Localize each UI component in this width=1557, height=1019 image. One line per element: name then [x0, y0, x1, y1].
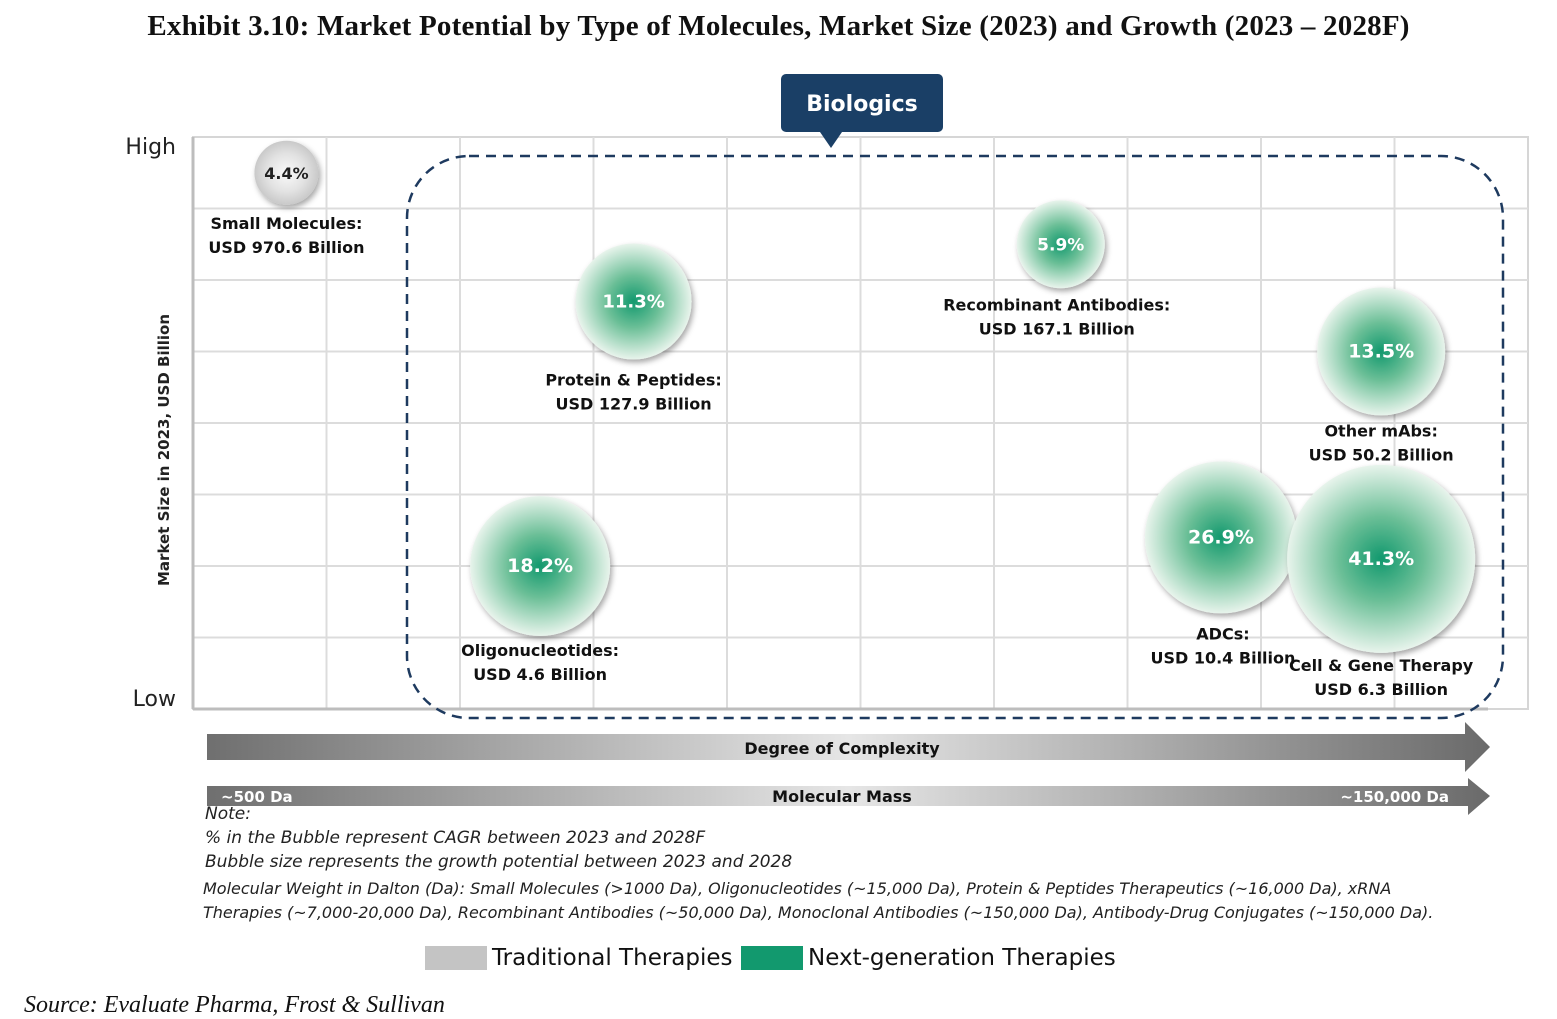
molecular-mass-end-label: ~150,000 Da — [1340, 788, 1449, 806]
complexity-arrow-shape — [207, 722, 1490, 772]
chart-title: Exhibit 3.10: Market Potential by Type o… — [147, 10, 1410, 42]
bubble — [575, 243, 692, 360]
legend-traditional: Traditional Therapies — [425, 945, 733, 971]
y-axis-title: Market Size in 2023, USD Billion — [155, 314, 173, 586]
note-heading: Note: — [205, 804, 251, 824]
bubble-group: 41.3% Cell & Gene Therapy USD 6.3 Billion — [1287, 464, 1476, 699]
note-line-4: Therapies (~7,000-20,000 Da), Recombinan… — [203, 903, 1434, 922]
bubble-cagr-label: 26.9% — [1188, 526, 1254, 548]
bubble-group: 11.3% Protein & Peptides: USD 127.9 Billio… — [545, 243, 722, 413]
bubble — [1287, 464, 1476, 653]
bubble-value-label: USD 970.6 Billion — [208, 238, 364, 257]
legend-next-generation-label: Next-generation Therapies — [808, 945, 1116, 971]
molecular-mass-label: Molecular Mass — [772, 787, 912, 806]
bubble-name-label: Small Molecules: — [210, 214, 362, 233]
bubble-value-label: USD 6.3 Billion — [1314, 680, 1448, 699]
biologics-group-outline — [405, 154, 1505, 720]
note-line-1: % in the Bubble represent CAGR between 2… — [205, 828, 706, 848]
bubble-cagr-label: 18.2% — [507, 555, 573, 577]
note-line-3: Molecular Weight in Dalton (Da): Small M… — [203, 879, 1392, 898]
complexity-arrow-label: Degree of Complexity — [744, 739, 940, 758]
bubble-cagr-label: 11.3% — [602, 291, 664, 312]
bubble-group: 26.9% ADCs: USD 10.4 Billion — [1144, 461, 1297, 667]
source-note: Source: Evaluate Pharma, Frost & Sulliva… — [24, 992, 445, 1018]
legend-next-generation-swatch — [741, 946, 803, 970]
bubble-cagr-label: 13.5% — [1348, 341, 1414, 363]
molecular-mass-arrow: ~500 Da Molecular Mass ~150,000 Da — [207, 778, 1490, 815]
y-axis-high-label: High — [125, 135, 176, 160]
bubble-name-label: ADCs: — [1196, 624, 1249, 643]
note-line-2: Bubble size represents the growth potent… — [205, 852, 793, 872]
bubble-value-label: USD 127.9 Billion — [556, 394, 712, 413]
bubble-group: 18.2% Oligonucleotides: USD 4.6 Billion — [461, 496, 619, 684]
legend-next-generation: Next-generation Therapies — [741, 945, 1116, 971]
bubble-name-label: Cell & Gene Therapy — [1289, 656, 1474, 675]
bubble-cagr-label: 5.9% — [1037, 235, 1084, 255]
bubble-value-label: USD 10.4 Billion — [1150, 648, 1295, 667]
y-axis-low-label: Low — [133, 687, 176, 712]
bubbles: 4.4% Small Molecules: USD 970.6 Billion 11.… — [208, 140, 1476, 699]
bubble-name-label: Protein & Peptides: — [545, 370, 721, 389]
bubble-group: 13.5% Other mAbs: USD 50.2 Billion — [1309, 287, 1454, 465]
molecular-mass-arrow-shape — [207, 778, 1490, 815]
bubble-name-label: Recombinant Antibodies: — [943, 295, 1170, 314]
bubble-cagr-label: 41.3% — [1348, 548, 1414, 570]
bubble-value-label: USD 50.2 Billion — [1309, 446, 1454, 465]
bubble-cagr-label: 4.4% — [264, 164, 308, 183]
complexity-arrow: Degree of Complexity — [207, 722, 1490, 772]
biologics-callout: Biologics — [781, 74, 943, 148]
bubble — [1317, 287, 1446, 416]
bubble — [254, 140, 319, 205]
legend-traditional-label: Traditional Therapies — [492, 945, 733, 971]
molecular-mass-start-label: ~500 Da — [221, 788, 293, 806]
bubble-group: 4.4% Small Molecules: USD 970.6 Billion — [208, 140, 364, 257]
biologics-label: Biologics — [806, 92, 918, 117]
bubble-value-label: USD 4.6 Billion — [473, 665, 607, 684]
bubble-name-label: Other mAbs: — [1324, 422, 1437, 441]
legend-traditional-swatch — [425, 946, 487, 970]
bubble-value-label: USD 167.1 Billion — [979, 319, 1135, 338]
bubble-name-label: Oligonucleotides: — [461, 641, 619, 660]
bubble — [1144, 461, 1297, 614]
biologics-label-box — [781, 74, 943, 132]
bubble — [470, 496, 611, 636]
biologics-label-pointer — [820, 132, 842, 148]
bubble — [1016, 200, 1105, 289]
bubble-group: 5.9% Recombinant Antibodies: USD 167.1 Bil… — [943, 200, 1170, 338]
